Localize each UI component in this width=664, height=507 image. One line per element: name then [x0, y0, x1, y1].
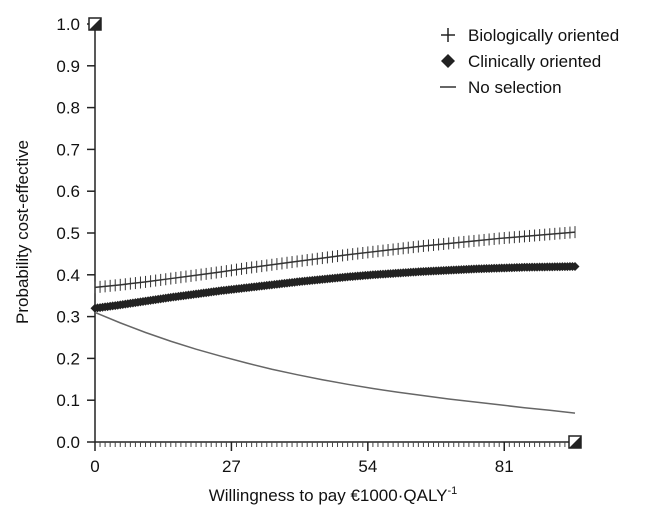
legend-label: No selection — [468, 78, 562, 97]
y-tick-label: 0.6 — [56, 182, 80, 201]
x-tick-label: 0 — [90, 457, 99, 476]
axes: 0 27 54 81 0.0 0.1 0.2 0.3 0.4 0.5 0.6 0.7 0.8 0.9 1.0 — [56, 15, 576, 476]
y-tick-label: 0.3 — [56, 308, 80, 327]
series-line — [94, 231, 576, 289]
series-no-selection — [94, 311, 576, 414]
legend-item: No selection — [440, 78, 562, 97]
legend-label: Biologically oriented — [468, 26, 619, 45]
legend: Biologically oriented Clinically oriented… — [440, 26, 619, 97]
y-tick-label: 0.9 — [56, 57, 80, 76]
legend-item: Clinically oriented — [441, 52, 601, 71]
legend-label: Clinically oriented — [468, 52, 601, 71]
x-tick-label: 54 — [358, 457, 377, 476]
y-tick-label: 0.8 — [56, 99, 80, 118]
y-axis-title: Probability cost-effective — [13, 140, 32, 324]
x-tick-label: 27 — [222, 457, 241, 476]
y-tick-label: 1.0 — [56, 15, 80, 34]
endpoint-marker — [88, 17, 102, 31]
x-axis-title-superscript: -1 — [447, 485, 457, 497]
series-biologically-oriented — [94, 226, 576, 294]
x-tick-label: 81 — [495, 457, 514, 476]
endpoint-markers — [88, 17, 582, 449]
x-axis-title: Willingness to pay €1000·QALY-1 — [209, 485, 458, 505]
y-tick-label: 0.7 — [56, 140, 80, 159]
series-layer — [90, 226, 580, 414]
endpoint-fill — [569, 436, 581, 448]
series-line — [94, 265, 576, 309]
y-tick-label: 0.5 — [56, 224, 80, 243]
diamond-marker — [570, 261, 580, 271]
y-tick-label: 0.2 — [56, 349, 80, 368]
legend-item: Biologically oriented — [441, 26, 619, 45]
y-tick-label: 0.4 — [56, 266, 80, 285]
series-line — [94, 311, 576, 414]
legend-diamond-icon — [441, 54, 455, 68]
endpoint-fill — [89, 18, 101, 30]
x-axis-title-main: Willingness to pay €1000·QALY — [209, 486, 448, 505]
series-clinically-oriented — [90, 261, 580, 313]
y-tick-label: 0.1 — [56, 391, 80, 410]
y-tick-label: 0.0 — [56, 433, 80, 452]
endpoint-marker — [568, 435, 582, 449]
